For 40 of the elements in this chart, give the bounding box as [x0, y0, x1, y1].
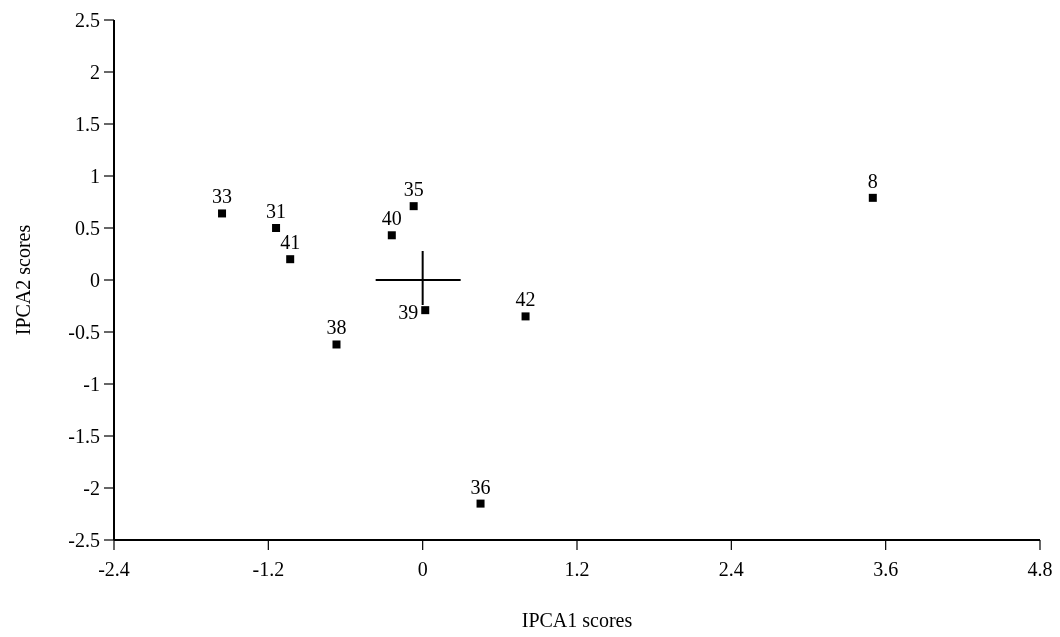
annotation: 38 [326, 316, 347, 339]
x-tick-label: 1.2 [564, 558, 590, 580]
y-tick-label: -0.5 [68, 321, 100, 343]
point [521, 312, 530, 321]
point [421, 306, 430, 315]
x-axis-title: IPCA1 scores [521, 609, 633, 631]
annotation: 31 [266, 200, 287, 222]
x-tick-label: 2.4 [718, 558, 744, 580]
point [286, 255, 295, 264]
y-axis-title: IPCA2 scores [12, 224, 34, 336]
annotation: 40 [381, 207, 402, 230]
annotation: 33 [212, 185, 233, 208]
point [218, 209, 227, 218]
y-tick-label: -1.5 [68, 425, 100, 447]
y-tick-label: 2 [90, 61, 100, 83]
x-tick-label: -1.2 [252, 558, 285, 580]
x-tick-label: 0 [417, 558, 428, 580]
annotation: 8 [867, 169, 878, 192]
annotation: 41 [280, 231, 301, 254]
annotation: 42 [515, 288, 536, 311]
y-tick-label: -2.5 [68, 529, 100, 551]
y-tick-label: -2 [83, 477, 100, 499]
y-tick-label: 1.5 [75, 113, 100, 135]
point [868, 193, 877, 202]
annotation: 36 [470, 475, 491, 498]
y-tick-label: 0 [90, 269, 100, 291]
y-tick-label: -1 [83, 373, 100, 395]
y-tick-label: 0.5 [75, 217, 100, 239]
y-tick-label: 1 [90, 165, 100, 187]
x-tick-label: 4.8 [1027, 558, 1053, 580]
point [272, 224, 281, 232]
y-tick-label: 2.5 [75, 9, 100, 31]
point [332, 340, 341, 349]
annotation: 35 [403, 178, 424, 201]
point [476, 499, 485, 508]
x-tick-label: 3.6 [873, 558, 899, 580]
x-tick-label: -2.4 [98, 558, 130, 580]
point [387, 231, 396, 240]
annotation: 39 [398, 301, 419, 324]
point [409, 202, 418, 211]
